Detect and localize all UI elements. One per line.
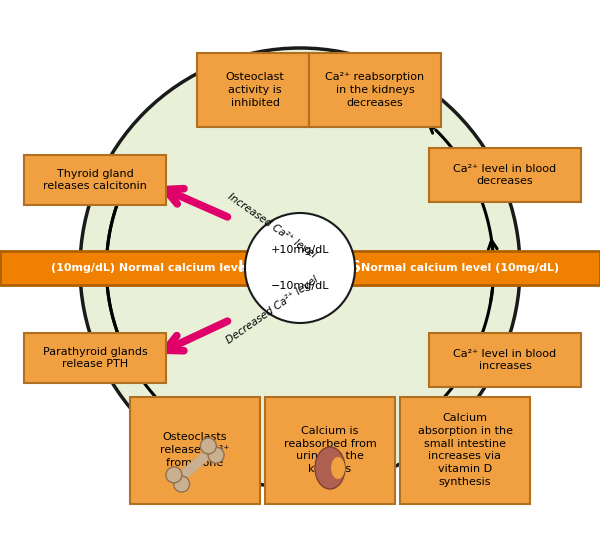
- Text: HOMEOSTASIS: HOMEOSTASIS: [238, 260, 362, 276]
- Circle shape: [245, 213, 355, 323]
- Text: Ca²⁺ level in blood
increases: Ca²⁺ level in blood increases: [454, 348, 557, 371]
- Text: Thyroid gland
releases calcitonin: Thyroid gland releases calcitonin: [43, 169, 147, 191]
- Text: Decreased Ca²⁺ level: Decreased Ca²⁺ level: [224, 274, 320, 346]
- FancyBboxPatch shape: [130, 397, 260, 503]
- Circle shape: [80, 48, 520, 488]
- Bar: [0, 251, 600, 285]
- Text: (10mg/dL) Normal calcium level: (10mg/dL) Normal calcium level: [51, 263, 249, 273]
- Ellipse shape: [331, 457, 345, 479]
- Text: +10mg/dL: +10mg/dL: [271, 245, 329, 255]
- Text: Calcium
absorption in the
small intestine
increases via
vitamin D
synthesis: Calcium absorption in the small intestin…: [418, 413, 512, 487]
- FancyBboxPatch shape: [197, 53, 314, 127]
- Text: −10mg/dL: −10mg/dL: [271, 281, 329, 291]
- FancyBboxPatch shape: [429, 148, 581, 202]
- FancyBboxPatch shape: [24, 333, 166, 383]
- Text: Parathyroid glands
release PTH: Parathyroid glands release PTH: [43, 347, 148, 369]
- Text: Ca²⁺ reabsorption
in the kidneys
decreases: Ca²⁺ reabsorption in the kidneys decreas…: [325, 72, 425, 108]
- Text: Osteoclasts
release Ca²⁺
from bone: Osteoclasts release Ca²⁺ from bone: [160, 432, 230, 468]
- Text: Osteoclast
activity is
inhibited: Osteoclast activity is inhibited: [226, 72, 284, 108]
- Circle shape: [208, 447, 224, 463]
- Text: Normal calcium level (10mg/dL): Normal calcium level (10mg/dL): [361, 263, 559, 273]
- FancyBboxPatch shape: [265, 397, 395, 503]
- Text: Increased Ca²⁺ level: Increased Ca²⁺ level: [226, 192, 318, 260]
- Text: Calcium is
reabsorbed from
urine by the
kidneys: Calcium is reabsorbed from urine by the …: [284, 426, 376, 474]
- FancyBboxPatch shape: [429, 333, 581, 387]
- FancyBboxPatch shape: [24, 155, 166, 205]
- FancyBboxPatch shape: [309, 53, 441, 127]
- FancyBboxPatch shape: [400, 397, 530, 503]
- Circle shape: [173, 476, 190, 492]
- Ellipse shape: [315, 447, 345, 489]
- Circle shape: [200, 438, 217, 454]
- Text: Ca²⁺ level in blood
decreases: Ca²⁺ level in blood decreases: [454, 163, 557, 187]
- Circle shape: [166, 467, 182, 483]
